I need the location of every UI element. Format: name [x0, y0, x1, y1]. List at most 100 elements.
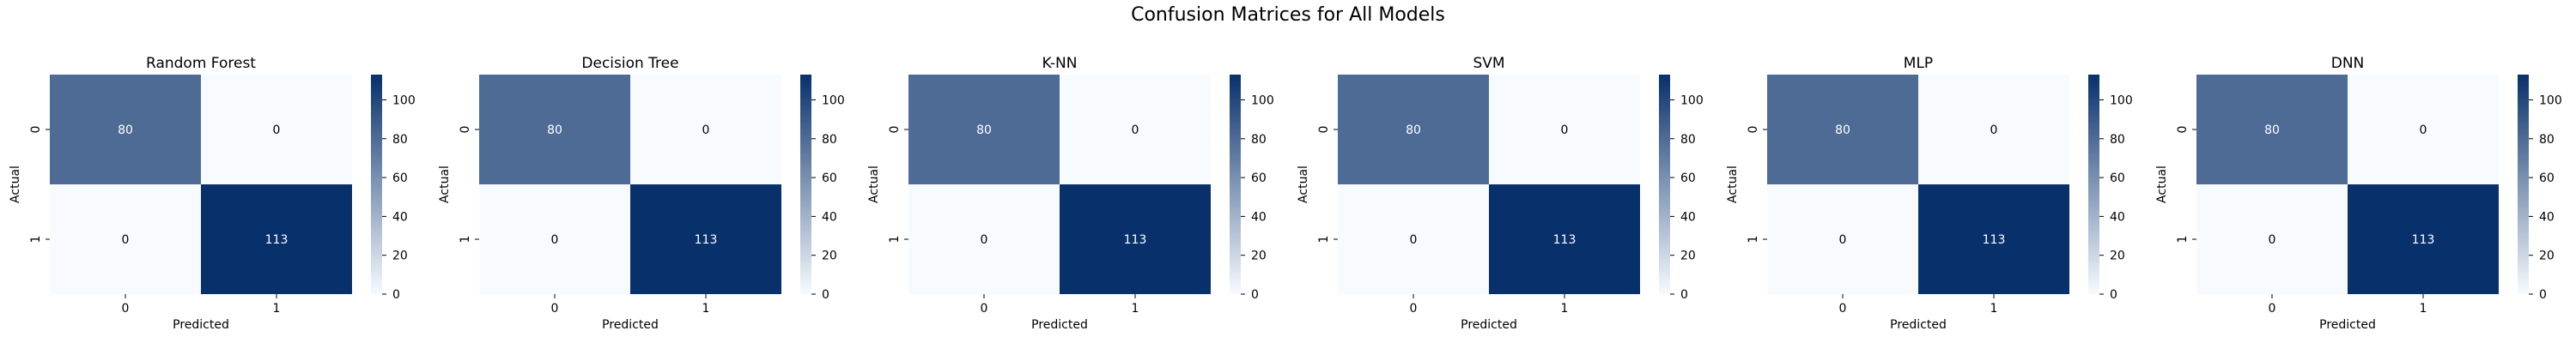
x-tick-label: 0 [551, 302, 559, 316]
heatmap-cell [50, 75, 201, 184]
colorbar-tick-label: 60 [1680, 172, 1696, 185]
x-tick-label: 0 [981, 302, 988, 316]
x-axis-label: Predicted [602, 318, 659, 332]
heatmap-cell [1338, 75, 1489, 184]
cell-value-label: 0 [273, 123, 281, 137]
cell-value-label: 0 [122, 233, 130, 247]
cell-value-label: 0 [1990, 123, 1998, 137]
y-tick-label: 1 [2176, 236, 2190, 244]
y-tick-label: 0 [29, 126, 43, 134]
colorbar-tick-label: 20 [1251, 250, 1267, 263]
colorbar-tick-label: 80 [2539, 133, 2555, 147]
x-tick-label: 0 [2269, 302, 2276, 316]
y-tick-label: 1 [459, 236, 472, 244]
y-tick-label: 0 [1317, 126, 1331, 134]
colorbar-tick-label: 100 [1680, 93, 1704, 107]
x-tick-label: 0 [122, 302, 130, 316]
cell-value-label: 80 [2264, 123, 2280, 137]
colorbar-tick-label: 20 [392, 250, 408, 263]
colorbar-tick-label: 60 [1251, 172, 1267, 185]
x-axis-label: Predicted [1890, 318, 1947, 332]
y-tick-label: 1 [1317, 236, 1331, 244]
heatmap-cell [630, 75, 781, 184]
cell-value-label: 0 [1410, 233, 1418, 247]
y-tick-label: 0 [1747, 126, 1760, 134]
heatmap-cell [201, 75, 352, 184]
colorbar-tick-label: 20 [2110, 250, 2125, 263]
colorbar-tick-label: 60 [2539, 172, 2555, 185]
panel-title: MLP [1904, 55, 1933, 72]
heatmap-cell [630, 184, 781, 294]
heatmap-cell [908, 184, 1060, 294]
y-axis-label: Actual [867, 165, 881, 203]
y-tick-label: 1 [1747, 236, 1760, 244]
cell-value-label: 0 [1839, 233, 1847, 247]
cell-value-label: 80 [547, 123, 562, 137]
colorbar-tick-label: 0 [1251, 288, 1259, 302]
cell-value-label: 113 [1124, 233, 1147, 247]
y-tick-label: 1 [888, 236, 902, 244]
colorbar-tick-label: 40 [2110, 210, 2125, 224]
panel-title: SVM [1473, 55, 1504, 72]
heatmap-panel: DNN 80 0 0 113 0 1 Predicted 0 1 Actual 0 20 40 60 80 10… [2155, 55, 2562, 332]
colorbar-tick-label: 0 [1680, 288, 1688, 302]
colorbar-tick-label: 0 [392, 288, 400, 302]
cell-value-label: 113 [265, 233, 289, 247]
colorbar-tick-label: 80 [1251, 133, 1267, 147]
colorbar-tick-label: 60 [2110, 172, 2125, 185]
x-tick-label: 1 [1990, 302, 1998, 316]
colorbar-tick-label: 0 [822, 288, 829, 302]
colorbar [1230, 75, 1241, 294]
colorbar-tick-label: 100 [1251, 93, 1274, 107]
x-tick-label: 1 [2420, 302, 2427, 316]
colorbar-tick-label: 80 [1680, 133, 1696, 147]
colorbar-tick-label: 40 [822, 210, 837, 224]
heatmap-cell [1767, 184, 1918, 294]
cell-value-label: 80 [1835, 123, 1850, 137]
y-axis-label: Actual [1726, 165, 1740, 203]
panel-title: DNN [2331, 55, 2365, 72]
heatmap-cell [201, 184, 352, 294]
y-axis-label: Actual [2155, 165, 2169, 203]
x-tick-label: 1 [273, 302, 281, 316]
colorbar [371, 75, 382, 294]
cell-value-label: 80 [976, 123, 992, 137]
cell-value-label: 0 [1132, 123, 1139, 137]
colorbar-tick-label: 0 [2539, 288, 2547, 302]
heatmap-panel: Decision Tree 80 0 0 113 0 1 Predicted 0 1 Actual 0… [438, 55, 845, 332]
y-axis-label: Actual [9, 165, 22, 203]
x-tick-label: 1 [702, 302, 710, 316]
heatmap-cell [1918, 75, 2069, 184]
panel-title: Random Forest [146, 55, 256, 72]
heatmap-cell [1060, 75, 1211, 184]
heatmap-cell [2196, 184, 2348, 294]
heatmap-cell [1918, 184, 2069, 294]
colorbar-tick-label: 80 [392, 133, 408, 147]
colorbar-tick-label: 20 [822, 250, 837, 263]
heatmap-cell [2348, 75, 2499, 184]
heatmap-cell [1489, 184, 1640, 294]
heatmap-cell [479, 75, 630, 184]
colorbar-tick-label: 20 [2539, 250, 2555, 263]
colorbar-tick-label: 60 [822, 172, 837, 185]
x-axis-label: Predicted [2319, 318, 2376, 332]
heatmap-panel: Random Forest 80 0 0 113 0 1 Predicted 0 1 Actual 0… [9, 55, 416, 332]
cell-value-label: 113 [1553, 233, 1577, 247]
colorbar-tick-label: 40 [1680, 210, 1696, 224]
x-axis-label: Predicted [173, 318, 229, 332]
y-tick-label: 0 [888, 126, 902, 134]
cell-value-label: 0 [981, 233, 988, 247]
x-tick-label: 0 [1410, 302, 1418, 316]
panel-title: K-NN [1042, 55, 1078, 72]
x-tick-label: 0 [1839, 302, 1847, 316]
colorbar-tick-label: 100 [2110, 93, 2133, 107]
colorbar-tick-label: 0 [2110, 288, 2117, 302]
heatmap-cell [479, 184, 630, 294]
cell-value-label: 0 [2420, 123, 2427, 137]
cell-value-label: 113 [695, 233, 718, 247]
heatmap-panels: Random Forest 80 0 0 113 0 1 Predicted 0 1 Actual 0… [9, 55, 2562, 332]
y-axis-label: Actual [1297, 165, 1310, 203]
cell-value-label: 113 [2412, 233, 2435, 247]
x-tick-label: 1 [1132, 302, 1139, 316]
